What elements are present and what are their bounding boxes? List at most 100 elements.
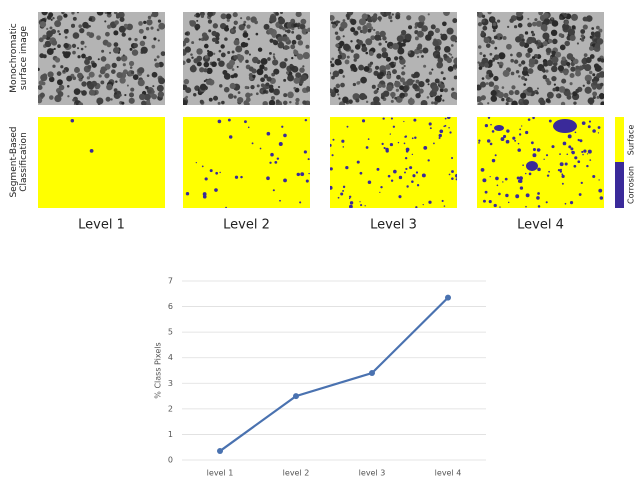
speckle xyxy=(555,51,562,58)
speckle xyxy=(295,34,302,41)
speckle xyxy=(267,57,271,61)
speckle xyxy=(267,27,275,34)
speckle xyxy=(490,95,498,102)
speckle xyxy=(564,88,568,92)
speckle xyxy=(440,71,444,75)
speckle xyxy=(130,70,135,75)
spot xyxy=(304,118,308,122)
speckle xyxy=(269,38,274,43)
speckle xyxy=(490,40,495,45)
speckle xyxy=(340,21,348,29)
y-tick-label: 2 xyxy=(168,404,173,413)
speckle xyxy=(283,45,289,50)
speckle xyxy=(596,38,604,45)
speckle xyxy=(447,65,454,72)
speckle xyxy=(110,98,113,101)
speckle xyxy=(331,57,335,61)
speckle xyxy=(591,27,595,30)
spot xyxy=(561,174,565,178)
spot xyxy=(488,200,492,204)
spot xyxy=(274,160,278,164)
speckle xyxy=(506,43,512,50)
speckle xyxy=(140,46,148,54)
speckle xyxy=(84,59,90,66)
speckle xyxy=(384,40,388,44)
spot xyxy=(548,170,550,173)
speckle xyxy=(361,13,368,20)
speckle xyxy=(345,99,349,103)
speckle xyxy=(408,99,412,102)
speckle xyxy=(42,54,47,59)
speckle xyxy=(300,74,308,82)
spot xyxy=(449,131,452,134)
speckle xyxy=(86,76,91,80)
spot xyxy=(515,194,520,199)
spot xyxy=(411,137,414,140)
spot xyxy=(415,206,418,208)
speckle xyxy=(453,75,457,80)
speckle xyxy=(443,53,448,59)
speckle xyxy=(348,99,353,104)
speckle xyxy=(448,52,451,55)
speckle xyxy=(277,85,281,89)
speckle xyxy=(106,83,113,91)
spot xyxy=(589,159,592,161)
spot xyxy=(421,173,426,178)
speckle xyxy=(85,56,89,61)
speckle xyxy=(283,78,287,82)
speckle xyxy=(139,40,146,47)
speckle xyxy=(386,74,392,80)
spot xyxy=(356,160,360,164)
speckle xyxy=(519,40,526,47)
speckle xyxy=(415,79,420,84)
speckle xyxy=(518,64,522,67)
speckle xyxy=(485,82,489,85)
speckle xyxy=(302,65,305,68)
speckle xyxy=(226,18,230,22)
speckle xyxy=(58,33,61,36)
speckle xyxy=(434,95,442,103)
point xyxy=(293,393,299,400)
spot xyxy=(582,153,584,156)
speckle xyxy=(206,79,212,85)
spot xyxy=(518,133,522,136)
spot xyxy=(583,149,587,153)
speckle xyxy=(157,91,165,98)
speckle xyxy=(527,74,530,77)
speckle xyxy=(346,16,350,20)
speckle xyxy=(272,55,276,59)
speckle xyxy=(72,32,80,39)
spot xyxy=(443,205,446,207)
spot xyxy=(337,196,340,199)
spot xyxy=(598,179,600,181)
speckle xyxy=(223,86,230,93)
speckle xyxy=(71,12,75,15)
speckle xyxy=(493,84,499,91)
speckle xyxy=(522,66,528,72)
speckle xyxy=(183,78,190,85)
spot xyxy=(487,117,491,119)
spot xyxy=(272,189,275,192)
speckle xyxy=(296,53,304,60)
spot xyxy=(201,165,204,168)
speckle xyxy=(216,40,220,44)
speckle xyxy=(560,60,566,65)
speckle xyxy=(227,93,234,99)
speckle xyxy=(156,55,160,59)
speckle xyxy=(546,91,554,99)
speckle xyxy=(245,59,249,64)
spot xyxy=(532,153,537,158)
speckle xyxy=(199,99,204,104)
speckle xyxy=(430,24,436,30)
spot xyxy=(348,197,351,200)
speckle xyxy=(477,61,480,64)
speckle xyxy=(330,88,333,93)
speckle xyxy=(477,102,484,105)
speckle xyxy=(56,79,63,86)
speckle xyxy=(38,84,43,91)
speckle xyxy=(342,75,345,78)
speckle xyxy=(38,37,44,43)
spot xyxy=(406,149,409,151)
spot xyxy=(202,194,207,199)
speckle xyxy=(381,84,386,88)
